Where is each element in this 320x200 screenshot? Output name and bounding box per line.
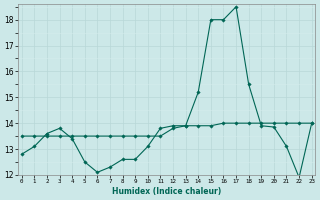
X-axis label: Humidex (Indice chaleur): Humidex (Indice chaleur) — [112, 187, 221, 196]
